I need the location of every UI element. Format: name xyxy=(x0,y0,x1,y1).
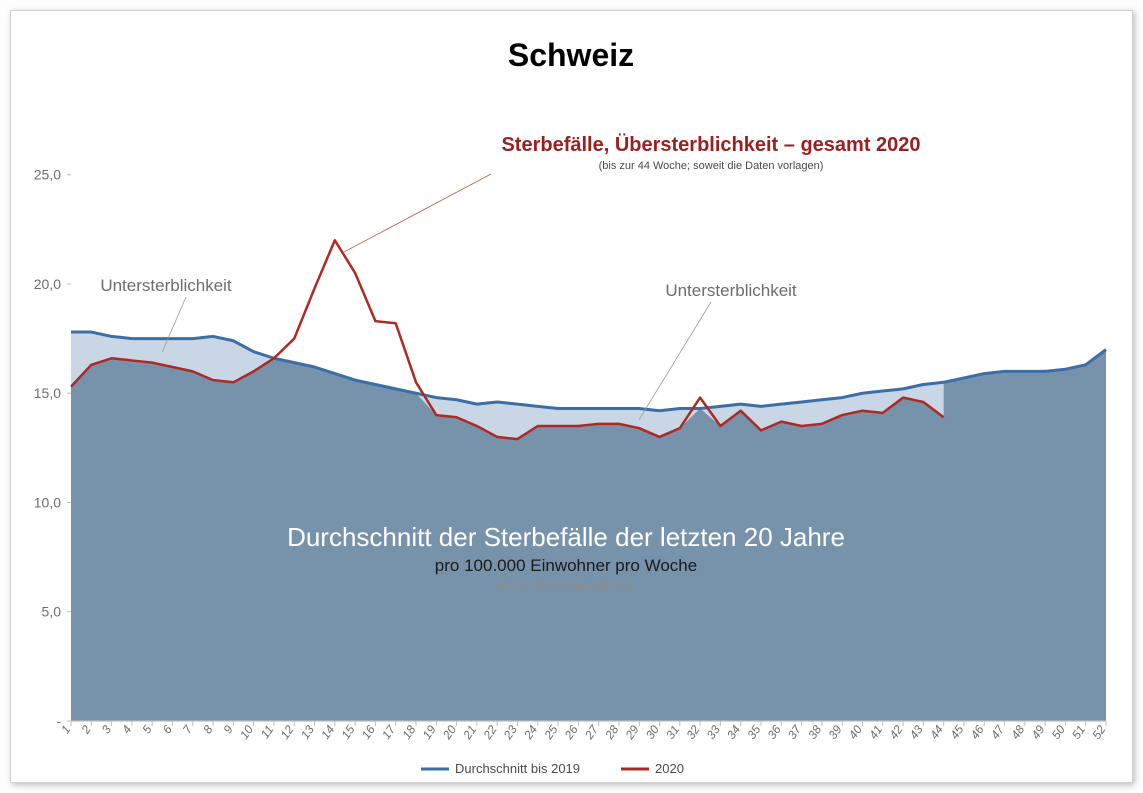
legend-label-avg: Durchschnitt bis 2019 xyxy=(455,761,580,776)
y-tick-label: 10,0 xyxy=(34,494,61,510)
chart-svg: -5,010,015,020,025,012345678910111213141… xyxy=(11,11,1132,782)
annotation-left: Untersterblichkeit xyxy=(100,276,232,295)
y-tick-label: 15,0 xyxy=(34,385,61,401)
chart-card: -5,010,015,020,025,012345678910111213141… xyxy=(10,10,1133,783)
center-text-3: (nicht altersstandardisiert) xyxy=(497,578,635,592)
center-text-1: Durchschnitt der Sterbefälle der letzten… xyxy=(287,522,845,552)
chart-subtitle-note: (bis zur 44 Woche; soweit die Daten vorl… xyxy=(599,160,824,172)
center-text-2: pro 100.000 Einwohner pro Woche xyxy=(435,556,697,575)
y-tick-label: 25,0 xyxy=(34,167,61,183)
legend-label-2020: 2020 xyxy=(655,761,684,776)
annotation-right: Untersterblichkeit xyxy=(665,281,797,300)
y-tick-label: 5,0 xyxy=(42,604,62,620)
chart-title: Schweiz xyxy=(508,37,634,73)
y-tick-label: 20,0 xyxy=(34,276,61,292)
chart-subtitle: Sterbefälle, Übersterblichkeit – gesamt … xyxy=(501,133,920,156)
